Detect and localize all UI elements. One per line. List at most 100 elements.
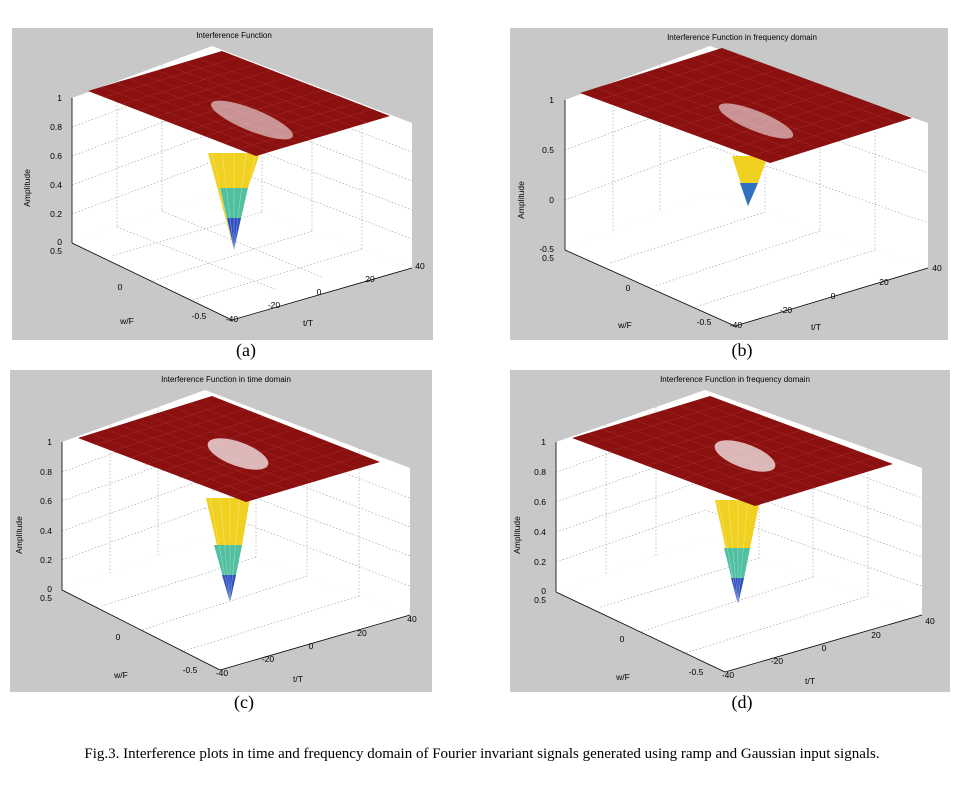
dip <box>715 499 760 605</box>
svg-text:0.4: 0.4 <box>534 527 546 537</box>
svg-text:-20: -20 <box>771 656 784 666</box>
plot-title: Interference Function <box>196 31 272 40</box>
svg-text:20: 20 <box>871 630 881 640</box>
dip <box>732 156 768 206</box>
svg-text:1: 1 <box>549 95 554 105</box>
svg-text:0: 0 <box>118 282 123 292</box>
surface-plot-a: Interference Function <box>22 31 425 328</box>
x-ticks: -40 -20 0 20 40 <box>730 263 942 330</box>
surface-plot-d: Interference Function in frequency domai… <box>512 375 935 686</box>
svg-text:0: 0 <box>620 634 625 644</box>
svg-text:40: 40 <box>932 263 942 273</box>
dip <box>208 152 260 251</box>
svg-text:0.2: 0.2 <box>534 557 546 567</box>
svg-text:-20: -20 <box>268 300 281 310</box>
svg-text:0: 0 <box>317 287 322 297</box>
svg-text:0.8: 0.8 <box>534 467 546 477</box>
svg-text:0.5: 0.5 <box>50 246 62 256</box>
x-ticks: -40 -20 0 20 40 <box>226 261 425 324</box>
svg-text:-20: -20 <box>262 654 275 664</box>
svg-text:0: 0 <box>549 195 554 205</box>
svg-text:-0.5: -0.5 <box>183 665 198 675</box>
svg-text:-0.5: -0.5 <box>192 311 207 321</box>
svg-text:-0.5: -0.5 <box>539 244 554 254</box>
z-ticks: 1 0.8 0.6 0.4 0.2 0 0.5 <box>50 93 62 256</box>
z-ticks: 1 0.5 0 -0.5 0.5 <box>539 95 554 263</box>
svg-text:0: 0 <box>47 584 52 594</box>
svg-text:-40: -40 <box>730 320 743 330</box>
plot-floor <box>62 538 410 670</box>
surface-plot-b: Interference Function in frequency domai… <box>516 33 942 332</box>
axes-frame <box>71 98 413 321</box>
z-axis-label: Amplitude <box>14 516 24 554</box>
svg-text:0: 0 <box>831 291 836 301</box>
y-ticks: 0 -0.5 <box>118 282 207 321</box>
svg-text:1: 1 <box>57 93 62 103</box>
y-ticks: 0 -0.5 <box>626 283 712 327</box>
y-axis-label: w/F <box>617 320 632 330</box>
figure-caption: Fig.3. Interference plots in time and fr… <box>84 746 880 762</box>
svg-text:0.2: 0.2 <box>50 209 62 219</box>
subfigure-label-c: (c) <box>234 692 254 712</box>
x-axis-label: t/T <box>293 674 303 684</box>
svg-text:0: 0 <box>57 237 62 247</box>
z-axis-label: Amplitude <box>512 516 522 554</box>
svg-text:0: 0 <box>541 586 546 596</box>
svg-text:0.6: 0.6 <box>50 151 62 161</box>
y-axis-label: w/F <box>119 316 134 326</box>
axes-frame <box>555 442 923 673</box>
svg-text:0.4: 0.4 <box>40 526 52 536</box>
surface-plane <box>88 51 390 156</box>
panel-a: Interference Function <box>12 28 433 340</box>
y-ticks: 0 -0.5 <box>116 632 198 675</box>
svg-text:40: 40 <box>925 616 935 626</box>
x-ticks: -40 -20 0 20 40 <box>216 614 417 678</box>
svg-text:0.5: 0.5 <box>542 253 554 263</box>
y-axis-label: w/F <box>113 670 128 680</box>
x-axis-label: t/T <box>303 318 313 328</box>
svg-text:-40: -40 <box>226 314 239 324</box>
subfigure-label-d: (d) <box>731 692 753 712</box>
z-axis-label: Amplitude <box>22 169 32 207</box>
plot-title: Interference Function in frequency domai… <box>667 33 817 42</box>
subfigure-label-b: (b) <box>731 340 753 360</box>
svg-text:20: 20 <box>357 628 367 638</box>
subfigure-label-a: (a) <box>236 340 256 360</box>
svg-text:-20: -20 <box>780 305 793 315</box>
axes-frame <box>564 100 929 327</box>
dip-rim <box>210 100 294 140</box>
z-ticks: 1 0.8 0.6 0.4 0.2 0 0.5 <box>40 437 52 603</box>
svg-text:0.5: 0.5 <box>542 145 554 155</box>
svg-text:0.8: 0.8 <box>50 122 62 132</box>
svg-text:0: 0 <box>116 632 121 642</box>
plot-floor <box>565 193 928 326</box>
svg-text:0: 0 <box>309 641 314 651</box>
plot-floor <box>556 538 922 672</box>
svg-text:1: 1 <box>541 437 546 447</box>
svg-text:-0.5: -0.5 <box>697 317 712 327</box>
dip-rim <box>718 103 794 139</box>
svg-text:0.6: 0.6 <box>534 497 546 507</box>
svg-text:1: 1 <box>47 437 52 447</box>
dip <box>206 497 250 603</box>
svg-text:40: 40 <box>415 261 425 271</box>
plot-floor <box>72 193 412 320</box>
svg-text:-0.5: -0.5 <box>689 667 704 677</box>
svg-text:20: 20 <box>365 274 375 284</box>
x-axis-label: t/T <box>805 676 815 686</box>
svg-text:0.5: 0.5 <box>40 593 52 603</box>
svg-text:0.4: 0.4 <box>50 180 62 190</box>
panel-d: Interference Function in frequency domai… <box>510 370 950 692</box>
svg-text:0: 0 <box>822 643 827 653</box>
surface-plot-c: Interference Function in time domain <box>14 375 417 684</box>
dip-rim <box>714 440 776 472</box>
svg-text:0.2: 0.2 <box>40 555 52 565</box>
axes-frame <box>61 442 411 671</box>
svg-text:0: 0 <box>626 283 631 293</box>
svg-text:-40: -40 <box>722 670 735 680</box>
svg-text:-40: -40 <box>216 668 229 678</box>
panel-c: Interference Function in time domain <box>10 370 432 692</box>
svg-text:20: 20 <box>879 277 889 287</box>
svg-text:0.6: 0.6 <box>40 496 52 506</box>
svg-text:40: 40 <box>407 614 417 624</box>
